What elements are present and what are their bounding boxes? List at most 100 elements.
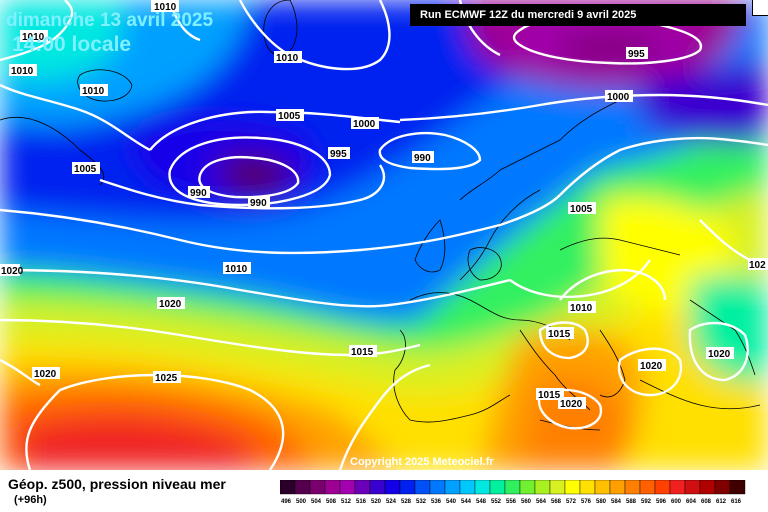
scale-swatch bbox=[594, 480, 611, 495]
legend-title: Géop. z500, pression niveau mer bbox=[8, 476, 226, 492]
scale-tick-label: 612 bbox=[716, 499, 727, 505]
isobar-label-1000a: 1000 bbox=[351, 117, 379, 130]
scale-tick-label: 576 bbox=[581, 499, 592, 505]
svg-text:1020: 1020 bbox=[159, 299, 182, 310]
scale-swatch bbox=[280, 480, 296, 495]
isobar-label-1020c: 1020 bbox=[32, 367, 60, 380]
scale-tick-label: 516 bbox=[356, 499, 367, 505]
scale-tick-label: 500 bbox=[296, 499, 307, 505]
scale-tick-label: 560 bbox=[521, 499, 532, 505]
scale-tick-label: 588 bbox=[626, 499, 637, 505]
scale-swatch bbox=[309, 480, 326, 495]
scale-swatch bbox=[369, 480, 386, 495]
color-scale: 496 500 504 508 512 516 520 524 528 532 536 540 544 5… bbox=[280, 480, 746, 505]
scale-swatch bbox=[534, 480, 551, 495]
scale-tick-label: 552 bbox=[491, 499, 502, 505]
z500-field bbox=[0, 0, 768, 470]
isobar-label-1020e: 1020 bbox=[638, 359, 666, 372]
scale-tick-label: 536 bbox=[431, 499, 442, 505]
scale-swatch bbox=[519, 480, 536, 495]
svg-text:1020: 1020 bbox=[1, 266, 24, 277]
isobar-label-1010a: 1010 bbox=[151, 0, 179, 13]
svg-text:1020: 1020 bbox=[640, 361, 663, 372]
scale-swatch bbox=[654, 480, 671, 495]
scale-swatch bbox=[444, 480, 461, 495]
isobar-label-1010b: 1010 bbox=[9, 64, 37, 77]
scale-swatch bbox=[579, 480, 596, 495]
isobar-label-1015b: 1015 bbox=[546, 327, 574, 340]
scale-swatch bbox=[354, 480, 371, 495]
svg-text:1000: 1000 bbox=[353, 119, 376, 130]
svg-text:1010: 1010 bbox=[225, 264, 248, 275]
scale-swatch bbox=[429, 480, 446, 495]
svg-text:1015: 1015 bbox=[538, 390, 561, 401]
svg-text:1025: 1025 bbox=[155, 373, 178, 384]
scale-tick-label: 592 bbox=[641, 499, 652, 505]
scale-tick-label: 524 bbox=[386, 499, 397, 505]
isobar-label-1005a: 1005 bbox=[276, 109, 304, 122]
isobar-label-1020a: 1020 bbox=[0, 264, 24, 277]
svg-text:102: 102 bbox=[749, 260, 766, 271]
svg-text:1005: 1005 bbox=[570, 204, 593, 215]
svg-text:1005: 1005 bbox=[278, 111, 301, 122]
scale-swatch bbox=[324, 480, 341, 495]
scale-swatch bbox=[414, 480, 431, 495]
isobar-label-990b: 990 bbox=[248, 196, 270, 209]
scale-tick-label: 504 bbox=[311, 499, 322, 505]
scale-tick-label: 508 bbox=[326, 499, 337, 505]
isobar-label-1020g: 102 bbox=[748, 258, 768, 271]
scale-tick-label: 496 bbox=[281, 499, 292, 505]
isobar-label-1010g: 1010 bbox=[568, 301, 596, 314]
scale-tick-label: 572 bbox=[566, 499, 577, 505]
scale-swatch bbox=[459, 480, 476, 495]
isobar-label-1020b: 1020 bbox=[157, 297, 185, 310]
scale-tick-label: 512 bbox=[341, 499, 352, 505]
svg-text:990: 990 bbox=[414, 153, 431, 164]
isobar-labels: 1010 1010 1010 1010 1010 1005 1005 1005 … bbox=[0, 0, 768, 410]
isobar-label-995b: 995 bbox=[626, 47, 648, 60]
scale-swatch bbox=[699, 480, 716, 495]
svg-text:1015: 1015 bbox=[548, 329, 571, 340]
svg-text:995: 995 bbox=[330, 149, 347, 160]
scale-swatch bbox=[624, 480, 641, 495]
scale-swatch bbox=[669, 480, 686, 495]
scale-tick-label: 520 bbox=[371, 499, 382, 505]
scale-swatch bbox=[549, 480, 566, 495]
scale-tick-label: 604 bbox=[686, 499, 697, 505]
scale-swatch bbox=[609, 480, 626, 495]
isobar-label-1015a: 1015 bbox=[349, 345, 377, 358]
svg-text:1010: 1010 bbox=[11, 66, 34, 77]
scale-tick-label: 568 bbox=[551, 499, 562, 505]
scale-swatch bbox=[729, 480, 746, 495]
scale-swatch bbox=[489, 480, 506, 495]
scale-tick-label: 540 bbox=[446, 499, 457, 505]
scale-swatch bbox=[474, 480, 491, 495]
isobar-label-990a: 990 bbox=[188, 186, 210, 199]
isobar-label-1010e: 1010 bbox=[20, 30, 48, 43]
scale-tick-label: 564 bbox=[536, 499, 547, 505]
svg-text:995: 995 bbox=[628, 49, 645, 60]
isobar-label-1010c: 1010 bbox=[80, 84, 108, 97]
scale-swatch bbox=[639, 480, 656, 495]
forecast-date: dimanche 13 avril 2025 bbox=[6, 10, 214, 31]
scale-swatch bbox=[294, 480, 311, 495]
isobar-label-1010d: 1010 bbox=[274, 51, 302, 64]
run-info: Run ECMWF 12Z du mercredi 9 avril 2025 bbox=[410, 4, 746, 26]
isobar-label-1005b: 1005 bbox=[72, 162, 100, 175]
svg-text:1010: 1010 bbox=[154, 2, 177, 13]
isobar-label-1015c: 1015 bbox=[536, 388, 564, 401]
isobar-label-990c: 990 bbox=[412, 151, 434, 164]
scale-swatch bbox=[384, 480, 401, 495]
scale-tick-label: 548 bbox=[476, 499, 487, 505]
svg-text:1020: 1020 bbox=[560, 399, 583, 410]
scale-swatch bbox=[339, 480, 356, 495]
scale-tick-label: 616 bbox=[731, 499, 742, 505]
scale-tick-label: 580 bbox=[596, 499, 607, 505]
isobar-label-1010f: 1010 bbox=[223, 262, 251, 275]
svg-text:1010: 1010 bbox=[276, 53, 299, 64]
scale-tick-label: 608 bbox=[701, 499, 712, 505]
isobar-label-995a: 995 bbox=[328, 147, 350, 160]
legend-footer: Géop. z500, pression niveau mer (+96h) 4… bbox=[0, 470, 768, 512]
scale-swatch bbox=[684, 480, 701, 495]
isobar-label-1005c: 1005 bbox=[568, 202, 596, 215]
